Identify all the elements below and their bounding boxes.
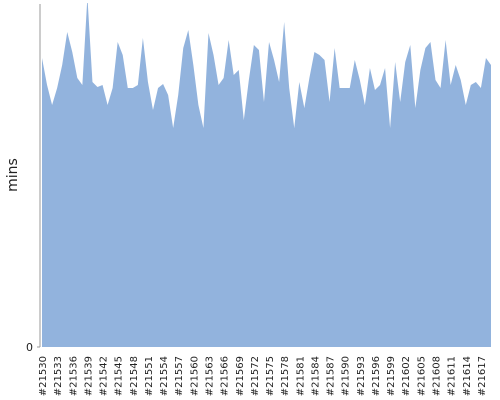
x-tick-label: #21584	[310, 356, 321, 396]
x-tick-label: #21566	[220, 356, 231, 396]
x-tick-label: #21569	[235, 356, 246, 396]
y-axis-label: mins	[5, 158, 21, 192]
x-tick-label: #21539	[83, 356, 94, 396]
x-tick-label: #21575	[265, 356, 276, 396]
x-tick-label: #21548	[129, 356, 140, 396]
x-tick-label: #21602	[401, 356, 412, 396]
x-tick-label: #21545	[114, 356, 125, 396]
x-tick-label: #21578	[280, 356, 291, 396]
x-tick-label: #21572	[250, 356, 261, 396]
x-tick-label: #21542	[99, 356, 110, 396]
x-tick-label: #21605	[416, 356, 427, 396]
x-tick-label: #21557	[174, 356, 185, 396]
x-tick-label: #21587	[326, 356, 337, 396]
x-tick-label: #21554	[159, 356, 170, 396]
area	[42, 3, 491, 347]
x-tick-label: #21590	[341, 356, 352, 396]
x-tick-label: #21530	[38, 356, 49, 396]
y-tick-label: 0	[26, 341, 33, 354]
x-tick-label: #21563	[204, 356, 215, 396]
x-tick-label: #21614	[462, 356, 473, 396]
x-tick-label: #21608	[432, 356, 443, 396]
x-tick-label: #21617	[477, 356, 488, 396]
x-tick-label: #21599	[386, 356, 397, 396]
x-tick-label: #21551	[144, 356, 155, 396]
x-tick-label: #21533	[53, 356, 64, 396]
x-tick-label: #21611	[447, 356, 458, 396]
x-tick-label: #21560	[189, 356, 200, 396]
x-tick-label: #21581	[295, 356, 306, 396]
x-tick-label: #21596	[371, 356, 382, 396]
x-tick-label: #21536	[68, 356, 79, 396]
x-tick-label: #21593	[356, 356, 367, 396]
